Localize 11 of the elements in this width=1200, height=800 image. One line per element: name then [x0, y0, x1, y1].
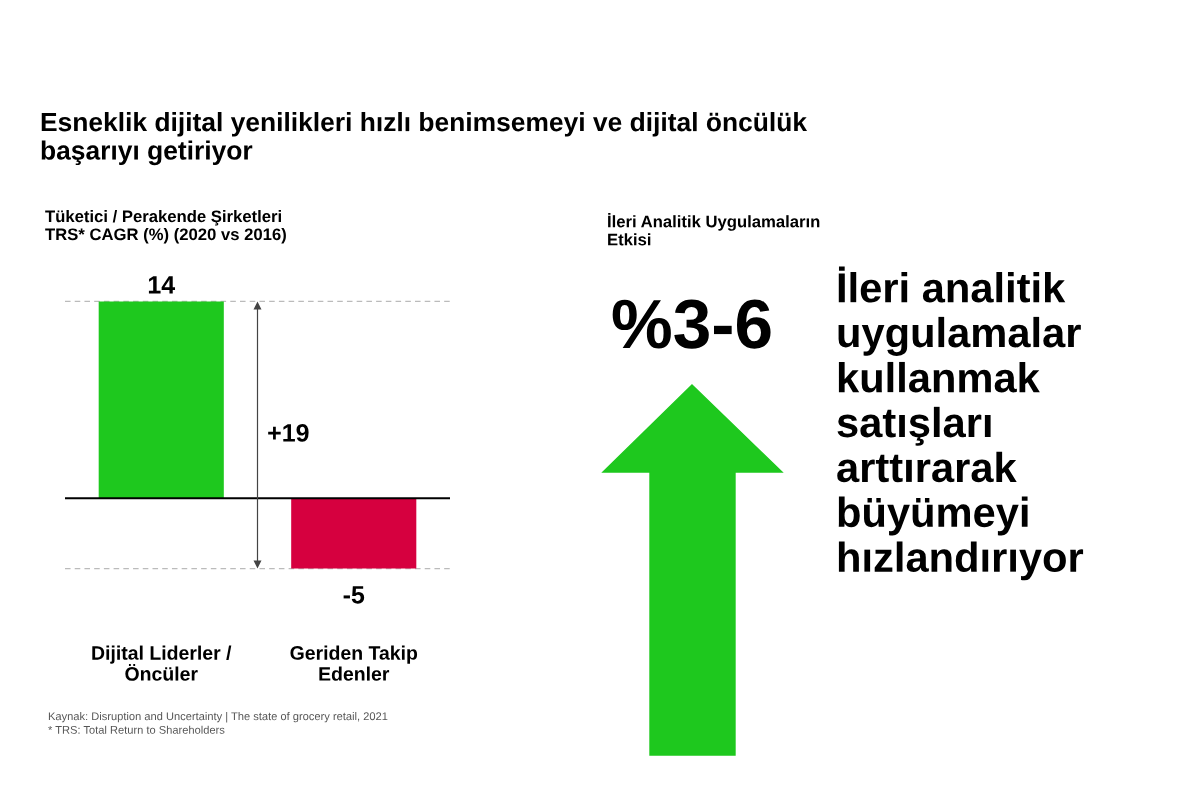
text: İleri Analitik Uygulamaların Etkisi	[608, 213, 820, 246]
text: %3-6	[612, 299, 771, 349]
data-label: -5	[343, 586, 365, 604]
x-tick-label: Geriden Takip Edenler	[290, 645, 418, 681]
text: Kaynak: Disruption and Uncertainty | The state of grocery retail, 2021 * TRS: Total Return to Shareholders	[48, 712, 388, 734]
x-tick-label: Dijital Liderler / Öncüler	[92, 645, 232, 681]
data-label: 14	[148, 276, 176, 294]
chart-subtitle: Tüketici / Perakende Şirketleri TRS* CAGR (%) (2020 vs 2016)	[45, 210, 286, 244]
annotation: +19	[268, 424, 309, 442]
chart-title: Esneklik dijital yenilikleri hızlı benimsemeyi ve dijital öncülük başarıyı getiriyor	[41, 112, 808, 166]
text: İleri analitik uygulamalar kullanmak satışları arttırarak büyümeyi hızlandırıyor	[837, 266, 1084, 581]
